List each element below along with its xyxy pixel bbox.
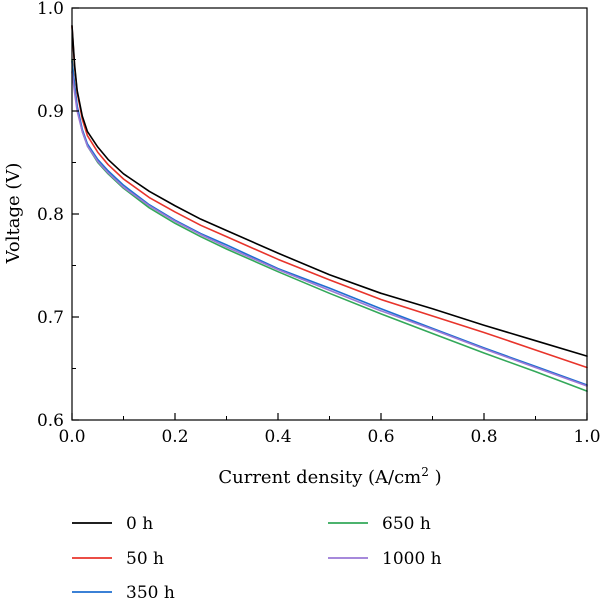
x-axis-title-text: Current density (A/cm <box>218 467 421 488</box>
x-tick-label: 0.2 <box>161 427 188 447</box>
y-tick-label: 0.9 <box>37 102 64 122</box>
x-tick-label: 0.6 <box>367 427 394 447</box>
x-tick-label: 0.8 <box>470 427 497 447</box>
x-axis-title-close: ) <box>429 467 442 488</box>
y-tick-label: 0.7 <box>37 308 64 328</box>
plot-lines <box>71 24 588 392</box>
x-axis-title-superscript: 2 <box>421 465 429 479</box>
y-tick-label: 0.8 <box>37 205 64 225</box>
legend-label: 350 h <box>126 583 175 599</box>
series-line-350-h <box>71 60 588 386</box>
legend-label: 0 h <box>126 514 153 534</box>
y-tick-label: 1.0 <box>37 0 64 19</box>
x-axis-title: Current density (A/cm2 ) <box>218 465 441 488</box>
legend: 0 h 50 h 350 h 650 h 1000 h <box>72 514 442 599</box>
legend-label: 1000 h <box>382 549 442 569</box>
y-tick-label: 0.6 <box>37 411 64 431</box>
legend-label: 650 h <box>382 514 431 534</box>
series-line-50-h <box>71 25 588 369</box>
series-line-0-h <box>71 24 588 357</box>
y-axis-title: Voltage (V) <box>3 163 24 265</box>
ticks <box>71 7 588 421</box>
x-tick-label: 1.0 <box>573 427 600 447</box>
series-line-1000-h <box>71 71 588 387</box>
legend-label: 50 h <box>126 549 164 569</box>
x-tick-label: 0.0 <box>58 427 85 447</box>
tick-labels: 0.0 0.2 0.4 0.6 0.8 1.0 0.6 0.7 0.8 0.9 1.0 <box>37 0 600 447</box>
x-tick-label: 0.4 <box>264 427 291 447</box>
